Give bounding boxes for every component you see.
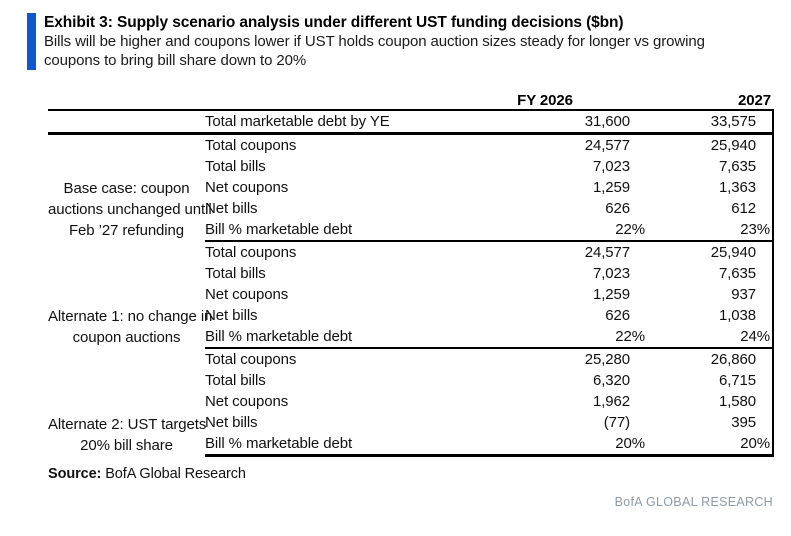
table-row: Bill % marketable debt 22% 23% [48,219,774,242]
value-cell-fy2026: 22% [440,219,650,242]
value-cell-2027: 395 [650,412,774,433]
table-row: Net bills (77) 395 [48,412,774,433]
value-cell-2027: 1,363 [650,177,774,198]
value-cell-fy2026: 626 [605,307,630,324]
metric-cell: Net bills [205,307,258,324]
table-row: Net bills 626 1,038 [48,305,774,326]
value-cell-2027: 25,940 [650,241,774,263]
scenario-label-line: auctions unchanged until [48,201,212,218]
metric-cell: Total bills [205,372,266,389]
scenario-label-base-case: Base case: coupon auctions unchanged unt… [48,134,212,242]
value-cell-fy2026: 24,577 [584,137,630,154]
value-cell-2027: 33,575 [650,110,774,135]
value-cell-fy2026: 31,600 [440,110,650,135]
scenario-label-line: Alternate 2: UST targets [48,415,207,433]
source-line: Source: BofA Global Research [48,466,791,482]
scenario-label-line: 20% bill share [80,436,173,454]
column-header-fy2026: FY 2026 [440,88,650,111]
value-cell-fy2026: 7,023 [592,265,630,282]
source-text: BofA Global Research [101,466,246,482]
value-cell-2027: 25,940 [650,133,774,156]
value-cell-2027: 23% [650,219,774,242]
value-cell-fy2026: 24,577 [584,244,630,261]
brand-footer: BofA GLOBAL RESEARCH [614,495,773,509]
exhibit-header: Exhibit 3: Supply scenario analysis unde… [27,13,791,70]
metric-cell: Total coupons [205,137,297,154]
exhibit-page: Exhibit 3: Supply scenario analysis unde… [0,13,791,536]
metric-cell: Total coupons [205,244,297,261]
value-cell-2027: 6,715 [650,370,774,391]
metric-cell: Net coupons [205,286,289,303]
accent-bar [27,13,36,70]
table-row: Total marketable debt by YE 31,600 33,57… [48,110,774,135]
scenario-label-line: Alternate 1: no change in [48,308,213,325]
value-cell-2027: 1,038 [650,305,774,326]
metric-cell: Net coupons [205,393,289,410]
metric-cell: Bill % marketable debt [205,219,440,242]
table-row: Total bills 7,023 7,635 [48,156,774,177]
metric-cell: Total coupons [205,351,297,368]
table-row: Total bills 7,023 7,635 [48,263,774,284]
value-cell-fy2026: 6,320 [592,372,630,389]
table-row: Net coupons 1,259 1,363 [48,177,774,198]
source-label: Source: [48,466,102,482]
value-cell-fy2026: 22% [440,326,650,349]
table-row: Net coupons 1,962 1,580 [48,391,774,412]
table-row: Bill % marketable debt 22% 24% [48,326,774,349]
header-text: Exhibit 3: Supply scenario analysis unde… [44,13,734,70]
table-row: Bill % marketable debt 20% 20% [48,433,774,457]
value-cell-fy2026: 25,280 [584,351,630,368]
column-header-2027: 2027 [650,88,773,111]
table-row: Total bills 6,320 6,715 [48,370,774,391]
metric-cell: Net coupons [205,179,289,196]
table-row: Base case: coupon auctions unchanged unt… [48,133,774,239]
value-cell-2027: 937 [650,284,774,305]
metric-cell: Net bills [205,200,258,217]
header-spacer-cell [48,88,440,111]
table-row: Net bills 626 612 [48,198,774,219]
table-header-row: FY 2026 2027 [48,88,773,111]
value-cell-fy2026: 1,962 [592,393,630,410]
exhibit-subtitle: Bills will be higher and coupons lower i… [44,33,705,69]
table-row: Alternate 2: UST targets 20% bill share … [48,348,774,454]
scenario-spacer-cell [48,110,205,135]
value-cell-fy2026: 7,023 [592,158,630,175]
metric-cell: Total bills [205,265,266,282]
value-cell-2027: 26,860 [650,348,774,370]
table-row: Alternate 1: no change in coupon auction… [48,241,774,346]
value-cell-2027: 7,635 [650,263,774,284]
scenario-table: FY 2026 2027 Total marketable debt by YE… [48,88,774,457]
exhibit-title: Exhibit 3: Supply scenario analysis unde… [44,14,624,31]
metric-cell: Total marketable debt by YE [205,110,440,135]
value-cell-fy2026: 626 [605,200,630,217]
scenario-label-line: Feb ’27 refunding [68,222,185,239]
scenario-label-line: Base case: coupon [63,180,190,197]
metric-cell: Bill % marketable debt [205,326,440,349]
scenario-label-alternate-1: Alternate 1: no change in coupon auction… [48,241,213,348]
value-cell-fy2026: 1,259 [592,179,630,196]
value-cell-2027: 1,580 [650,391,774,412]
value-cell-2027: 24% [650,326,774,349]
value-cell-fy2026: 20% [440,433,650,457]
value-cell-fy2026: 1,259 [592,286,630,303]
metric-cell: Bill % marketable debt [205,433,440,457]
scenario-label-alternate-2: Alternate 2: UST targets 20% bill share [48,348,207,456]
value-cell-2027: 20% [650,433,774,457]
value-cell-2027: 7,635 [650,156,774,177]
scenario-label-line: coupon auctions [72,329,181,346]
metric-cell: Total bills [205,158,266,175]
table-row: Net coupons 1,259 937 [48,284,774,305]
metric-cell: Net bills [205,414,258,431]
value-cell-2027: 612 [650,198,774,219]
value-cell-fy2026: (77) [603,414,630,431]
